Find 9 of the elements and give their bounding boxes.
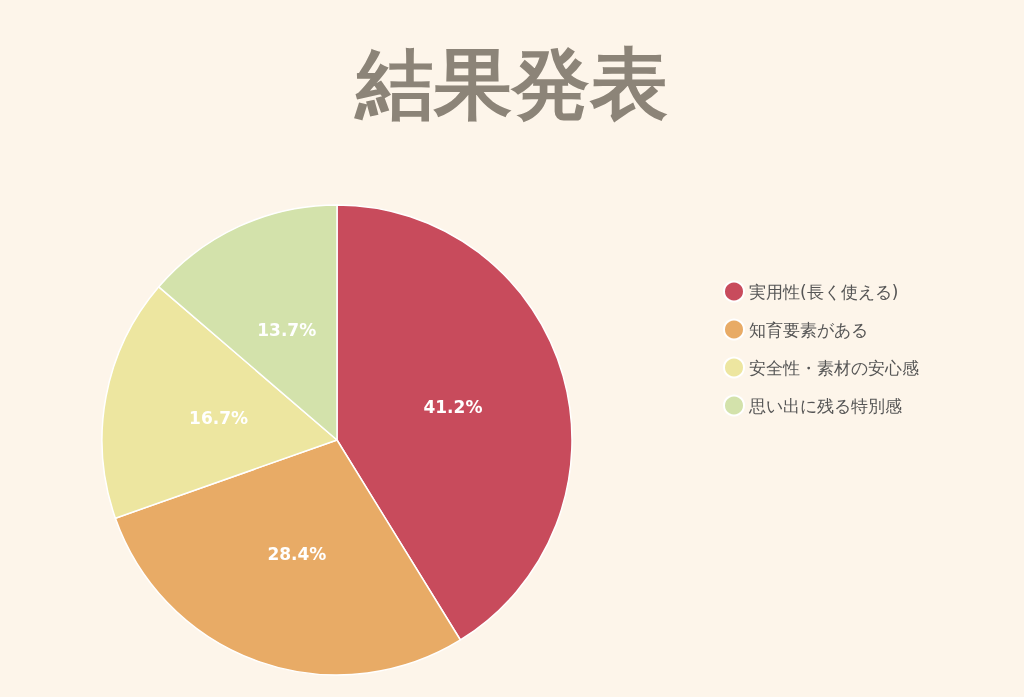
data-label: 41.2% <box>423 397 483 418</box>
data-label: 28.4% <box>267 543 327 564</box>
data-label: 16.7% <box>189 407 249 428</box>
legend-label: 実用性(長く使える) <box>749 281 899 302</box>
legend-label: 知育要素がある <box>749 319 868 340</box>
chart-title: 結果発表 <box>354 39 668 129</box>
legend-label: 安全性・素材の安心感 <box>749 357 919 378</box>
legend-label: 思い出に残る特別感 <box>748 395 902 416</box>
data-label: 13.7% <box>257 320 317 341</box>
